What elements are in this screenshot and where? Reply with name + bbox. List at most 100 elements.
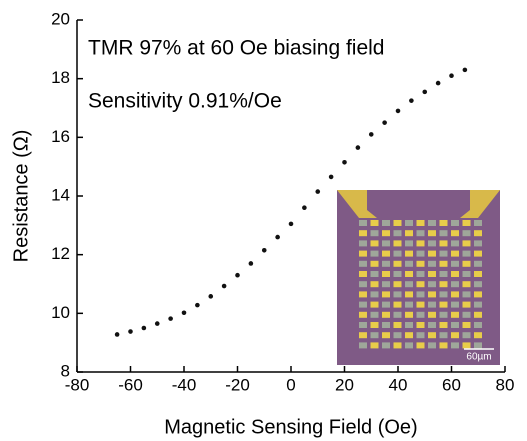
- inset-cell: [359, 251, 367, 257]
- inset-cell: [382, 302, 390, 308]
- inset-cell: [394, 261, 402, 267]
- data-point: [315, 189, 320, 194]
- inset-cell: [451, 271, 459, 277]
- inset-cell: [405, 312, 413, 318]
- inset-cell: [474, 342, 482, 348]
- inset-cell: [417, 261, 425, 267]
- inset-cell: [371, 271, 379, 277]
- inset-cell: [417, 251, 425, 257]
- inset-cell: [428, 230, 436, 236]
- x-tick-label: -20: [225, 375, 250, 394]
- inset-cell: [451, 220, 459, 226]
- inset-cell: [359, 302, 367, 308]
- inset-cell: [463, 230, 471, 236]
- inset-cell: [474, 281, 482, 287]
- inset-cell: [405, 261, 413, 267]
- inset-cell: [428, 261, 436, 267]
- inset-cell: [428, 251, 436, 257]
- inset-cell: [382, 220, 390, 226]
- inset-cell: [405, 291, 413, 297]
- data-point: [436, 81, 441, 86]
- x-axis-title: Magnetic Sensing Field (Oe): [164, 416, 417, 438]
- inset-cell: [428, 322, 436, 328]
- x-tick-label: 60: [442, 375, 461, 394]
- x-tick-label: -60: [118, 375, 143, 394]
- inset-cell: [451, 322, 459, 328]
- inset-cell: [440, 271, 448, 277]
- data-point: [262, 248, 267, 253]
- y-tick-label: 18: [51, 68, 70, 87]
- inset-cell: [394, 251, 402, 257]
- inset-cell: [405, 240, 413, 246]
- inset-cell: [359, 342, 367, 348]
- inset-cell: [417, 302, 425, 308]
- page: {"chart_data": {"type": "scatter", "x_la…: [0, 0, 527, 441]
- data-point: [128, 329, 133, 334]
- inset-cell: [474, 240, 482, 246]
- inset-cell: [428, 291, 436, 297]
- inset-cell: [440, 291, 448, 297]
- inset-cell: [394, 281, 402, 287]
- inset-cell: [394, 240, 402, 246]
- inset-cell: [440, 332, 448, 338]
- inset-cell: [440, 342, 448, 348]
- inset-cell: [371, 322, 379, 328]
- data-point: [195, 303, 200, 308]
- inset-cell: [463, 281, 471, 287]
- data-point: [275, 235, 280, 240]
- inset-cell: [359, 332, 367, 338]
- inset-cell: [463, 342, 471, 348]
- inset-cell: [371, 220, 379, 226]
- inset-cell: [463, 302, 471, 308]
- inset-cell: [371, 332, 379, 338]
- inset-cell: [371, 251, 379, 257]
- inset-cell: [371, 281, 379, 287]
- y-axis-title: Resistance (Ω): [10, 130, 32, 263]
- annotation: Sensitivity 0.91%/Oe: [88, 90, 282, 113]
- inset-cell: [463, 332, 471, 338]
- inset-cell: [451, 251, 459, 257]
- inset-image: 60µm: [337, 190, 500, 365]
- inset-cell: [405, 281, 413, 287]
- inset-cell: [428, 332, 436, 338]
- inset-cell: [382, 291, 390, 297]
- inset-cell: [359, 322, 367, 328]
- data-point: [289, 222, 294, 227]
- data-point: [208, 294, 213, 299]
- inset-cell: [428, 240, 436, 246]
- inset-cell: [405, 251, 413, 257]
- inset-cell: [440, 251, 448, 257]
- inset-cell: [451, 302, 459, 308]
- inset-cell: [428, 271, 436, 277]
- data-point: [422, 90, 427, 95]
- inset-cell: [440, 312, 448, 318]
- inset-cell: [474, 332, 482, 338]
- inset-cell: [417, 230, 425, 236]
- data-point: [222, 284, 227, 289]
- inset-cell: [371, 312, 379, 318]
- inset-cell: [394, 322, 402, 328]
- inset-cell: [474, 291, 482, 297]
- chart: TMR 97% at 60 Oe biasing field Sensitivi…: [0, 0, 527, 441]
- data-point: [382, 120, 387, 125]
- inset-cell: [371, 230, 379, 236]
- inset-cell: [463, 261, 471, 267]
- inset-cell: [451, 342, 459, 348]
- inset-cell: [440, 220, 448, 226]
- inset-cell: [394, 220, 402, 226]
- data-point: [155, 321, 160, 326]
- inset-cell: [382, 312, 390, 318]
- inset-cell: [417, 332, 425, 338]
- inset-cell: [440, 281, 448, 287]
- data-point: [182, 310, 187, 315]
- inset-cell: [463, 240, 471, 246]
- data-point: [409, 98, 414, 103]
- inset-cell: [417, 312, 425, 318]
- inset-cell: [382, 271, 390, 277]
- inset-cell: [394, 342, 402, 348]
- x-tick-label: -40: [172, 375, 197, 394]
- inset-cell: [428, 220, 436, 226]
- inset-cell: [451, 281, 459, 287]
- inset-cell: [428, 312, 436, 318]
- inset-cell: [474, 261, 482, 267]
